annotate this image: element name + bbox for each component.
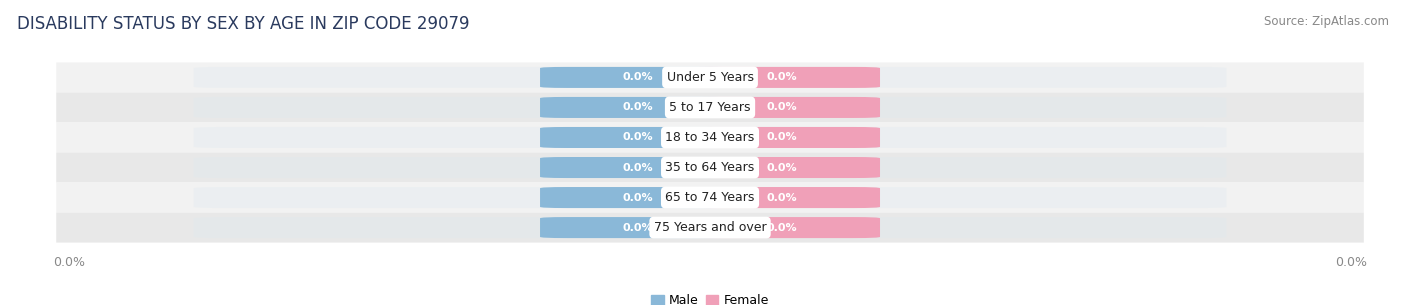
FancyBboxPatch shape xyxy=(540,217,737,238)
FancyBboxPatch shape xyxy=(56,213,1364,242)
FancyBboxPatch shape xyxy=(683,127,880,148)
FancyBboxPatch shape xyxy=(194,217,1226,238)
Text: 0.0%: 0.0% xyxy=(623,132,654,142)
Text: 0.0%: 0.0% xyxy=(623,72,654,82)
Text: 65 to 74 Years: 65 to 74 Years xyxy=(665,191,755,204)
Text: 5 to 17 Years: 5 to 17 Years xyxy=(669,101,751,114)
Text: 0.0%: 0.0% xyxy=(766,132,797,142)
Text: 18 to 34 Years: 18 to 34 Years xyxy=(665,131,755,144)
Text: DISABILITY STATUS BY SEX BY AGE IN ZIP CODE 29079: DISABILITY STATUS BY SEX BY AGE IN ZIP C… xyxy=(17,15,470,33)
FancyBboxPatch shape xyxy=(56,152,1364,182)
FancyBboxPatch shape xyxy=(194,187,1226,208)
Text: 0.0%: 0.0% xyxy=(766,223,797,233)
Text: 0.0%: 0.0% xyxy=(766,192,797,203)
Text: Under 5 Years: Under 5 Years xyxy=(666,71,754,84)
Text: 0.0%: 0.0% xyxy=(623,102,654,113)
FancyBboxPatch shape xyxy=(683,157,880,178)
FancyBboxPatch shape xyxy=(540,97,737,118)
FancyBboxPatch shape xyxy=(56,123,1364,152)
FancyBboxPatch shape xyxy=(540,187,737,208)
Text: 0.0%: 0.0% xyxy=(623,223,654,233)
FancyBboxPatch shape xyxy=(194,157,1226,178)
Text: 0.0%: 0.0% xyxy=(766,102,797,113)
FancyBboxPatch shape xyxy=(683,217,880,238)
Text: 35 to 64 Years: 35 to 64 Years xyxy=(665,161,755,174)
Text: Source: ZipAtlas.com: Source: ZipAtlas.com xyxy=(1264,15,1389,28)
FancyBboxPatch shape xyxy=(683,67,880,88)
FancyBboxPatch shape xyxy=(56,182,1364,213)
FancyBboxPatch shape xyxy=(683,97,880,118)
Text: 75 Years and over: 75 Years and over xyxy=(654,221,766,234)
FancyBboxPatch shape xyxy=(56,63,1364,92)
FancyBboxPatch shape xyxy=(56,92,1364,123)
FancyBboxPatch shape xyxy=(540,127,737,148)
FancyBboxPatch shape xyxy=(194,97,1226,118)
Text: 0.0%: 0.0% xyxy=(623,192,654,203)
FancyBboxPatch shape xyxy=(540,67,737,88)
Text: 0.0%: 0.0% xyxy=(623,163,654,173)
Text: 0.0%: 0.0% xyxy=(766,72,797,82)
Legend: Male, Female: Male, Female xyxy=(647,289,773,305)
FancyBboxPatch shape xyxy=(683,187,880,208)
FancyBboxPatch shape xyxy=(540,157,737,178)
Text: 0.0%: 0.0% xyxy=(766,163,797,173)
FancyBboxPatch shape xyxy=(194,127,1226,148)
FancyBboxPatch shape xyxy=(194,67,1226,88)
